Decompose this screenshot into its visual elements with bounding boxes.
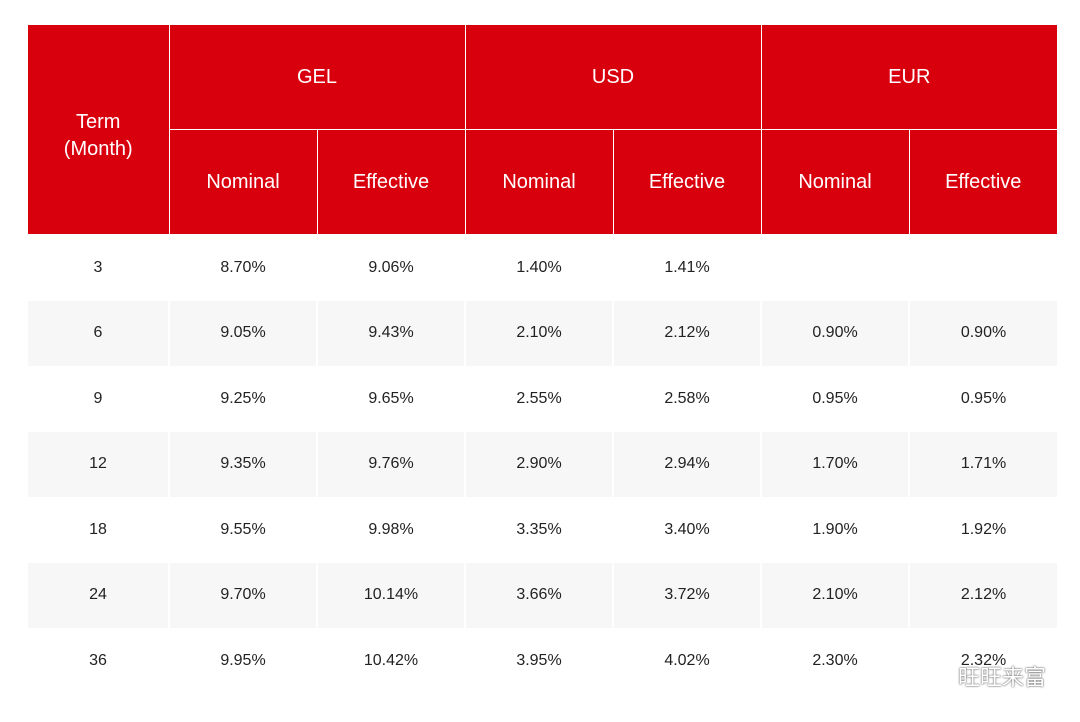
sub-header-gel-effective: Effective	[316, 129, 466, 235]
watermark: 旺旺来富	[918, 660, 1046, 692]
cell-gel-effective: 9.43%	[316, 300, 465, 366]
table-body: 3 8.70% 9.06% 1.40% 1.41% 6 9.05% 9.43% 2.10% 2.1…	[28, 234, 1058, 694]
cell-gel-effective: 9.98%	[316, 497, 465, 563]
currency-header-gel: GEL	[168, 25, 466, 130]
cell-usd-nominal: 2.10%	[464, 300, 613, 366]
cell-eur-nominal: 1.90%	[760, 497, 910, 563]
cell-eur-effective	[908, 234, 1058, 301]
sub-header-usd-effective: Effective	[612, 129, 762, 235]
table-row: 24 9.70% 10.14% 3.66% 3.72% 2.10% 2.12%	[28, 562, 1058, 628]
cell-gel-effective: 10.42%	[316, 628, 465, 694]
cell-usd-effective: 1.41%	[611, 234, 762, 301]
currency-header-eur: EUR	[760, 25, 1058, 130]
cell-usd-nominal: 2.55%	[464, 366, 613, 432]
cell-usd-effective: 2.58%	[611, 366, 762, 432]
cell-eur-nominal	[760, 234, 910, 301]
cell-term: 6	[28, 300, 169, 366]
table-row: 6 9.05% 9.43% 2.10% 2.12% 0.90% 0.90%	[28, 300, 1058, 366]
cell-usd-effective: 3.72%	[611, 562, 762, 628]
cell-eur-effective: 2.12%	[908, 562, 1058, 628]
currency-header-usd: USD	[464, 25, 762, 130]
cell-gel-effective: 9.65%	[316, 366, 465, 432]
cell-term: 12	[28, 431, 169, 497]
cell-eur-nominal: 2.10%	[760, 562, 910, 628]
cell-gel-nominal: 9.25%	[168, 366, 317, 432]
table-row: 36 9.95% 10.42% 3.95% 4.02% 2.30% 2.32%	[28, 628, 1058, 694]
cell-gel-nominal: 8.70%	[168, 234, 317, 301]
cell-term: 3	[28, 234, 169, 301]
cell-usd-nominal: 1.40%	[464, 234, 613, 301]
cell-eur-nominal: 1.70%	[760, 431, 910, 497]
cell-term: 24	[28, 562, 169, 628]
term-header-unit: (Month)	[63, 137, 133, 160]
cell-gel-nominal: 9.05%	[168, 300, 317, 366]
cell-gel-nominal: 9.70%	[168, 562, 317, 628]
sub-header-eur-nominal: Nominal	[760, 129, 910, 235]
watermark-text: 旺旺来富	[957, 666, 1046, 691]
sub-header-eur-effective: Effective	[908, 129, 1058, 235]
cell-gel-nominal: 9.95%	[168, 628, 317, 694]
table-header: Term (Month) GEL USD EUR Nominal Effecti…	[28, 25, 1058, 235]
cell-term: 9	[28, 366, 169, 432]
cell-eur-nominal: 2.30%	[760, 628, 910, 694]
table-row: 3 8.70% 9.06% 1.40% 1.41%	[28, 234, 1058, 301]
cell-eur-effective: 1.71%	[908, 431, 1058, 497]
cell-eur-nominal: 0.95%	[760, 366, 910, 432]
cell-usd-nominal: 3.66%	[464, 562, 613, 628]
cell-gel-effective: 10.14%	[316, 562, 465, 628]
cell-gel-effective: 9.76%	[316, 431, 465, 497]
table-row: 18 9.55% 9.98% 3.35% 3.40% 1.90% 1.92%	[28, 497, 1058, 563]
cell-term: 36	[28, 628, 169, 694]
cell-usd-nominal: 2.90%	[464, 431, 613, 497]
cell-usd-effective: 2.12%	[611, 300, 762, 366]
cell-gel-effective: 9.06%	[316, 234, 465, 301]
cell-usd-effective: 3.40%	[611, 497, 762, 563]
term-header: Term (Month)	[28, 25, 170, 235]
sub-header-gel-nominal: Nominal	[168, 129, 318, 235]
deposit-rates-table: Term (Month) GEL USD EUR Nominal Effecti…	[28, 25, 1058, 694]
cell-term: 18	[28, 497, 169, 563]
cell-usd-effective: 4.02%	[611, 628, 762, 694]
wechat-icon	[918, 662, 952, 690]
sub-header-usd-nominal: Nominal	[464, 129, 614, 235]
cell-eur-nominal: 0.90%	[760, 300, 910, 366]
cell-eur-effective: 1.92%	[908, 497, 1058, 563]
cell-gel-nominal: 9.35%	[168, 431, 317, 497]
cell-usd-nominal: 3.35%	[464, 497, 613, 563]
cell-eur-effective: 0.90%	[908, 300, 1058, 366]
table-row: 9 9.25% 9.65% 2.55% 2.58% 0.95% 0.95%	[28, 366, 1058, 432]
table-row: 12 9.35% 9.76% 2.90% 2.94% 1.70% 1.71%	[28, 431, 1058, 497]
cell-usd-nominal: 3.95%	[464, 628, 613, 694]
cell-eur-effective: 0.95%	[908, 366, 1058, 432]
term-header-label: Term	[76, 110, 121, 133]
cell-gel-nominal: 9.55%	[168, 497, 317, 563]
cell-usd-effective: 2.94%	[611, 431, 762, 497]
